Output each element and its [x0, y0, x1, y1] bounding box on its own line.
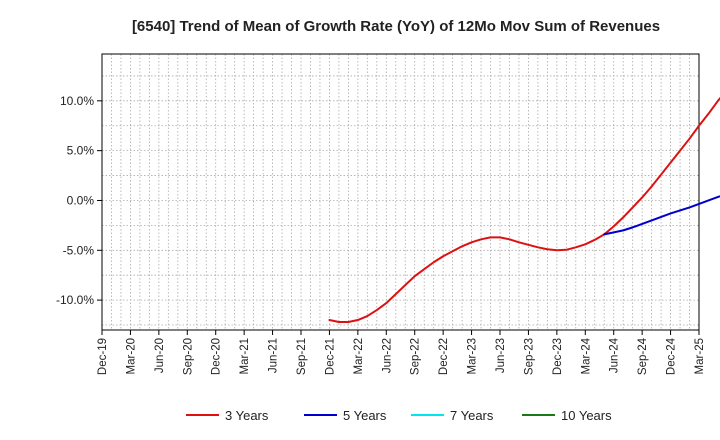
x-tick-label: Jun-24 [609, 337, 621, 373]
x-tick-label: Sep-21 [296, 338, 308, 375]
legend-label: 3 Years [225, 408, 269, 423]
x-tick-label: Dec-21 [324, 338, 336, 375]
x-tick-label: Dec-22 [438, 338, 450, 375]
x-tick-label: Mar-25 [694, 338, 706, 374]
x-tick-label: Dec-24 [666, 337, 678, 375]
x-tick-label: Dec-19 [97, 338, 109, 375]
x-tick-label: Mar-21 [239, 338, 251, 374]
y-tick-label: 10.0% [60, 94, 94, 108]
x-tick-label: Mar-23 [467, 338, 479, 374]
y-tick-label: 0.0% [67, 193, 95, 207]
x-tick-label: Jun-21 [268, 338, 280, 373]
legend: 3 Years 5 Years 7 Years 10 Years [186, 408, 612, 423]
legend-label: 7 Years [450, 408, 494, 423]
x-tick-label: Sep-20 [182, 338, 194, 375]
x-tick-label: Mar-20 [125, 338, 137, 374]
x-tick-label: Mar-22 [353, 338, 365, 374]
x-tick-label: Dec-20 [211, 338, 223, 375]
legend-label: 5 Years [343, 408, 387, 423]
series-lines [328, 96, 720, 324]
grid [102, 54, 699, 330]
x-tick-label: Sep-24 [637, 337, 649, 375]
y-tick-label: -10.0% [56, 293, 94, 307]
legend-label: 10 Years [561, 408, 612, 423]
series-line-5-years [603, 195, 720, 236]
x-tick-label: Jun-22 [381, 338, 393, 373]
x-tick-label: Sep-23 [523, 338, 535, 375]
y-tick-label: 5.0% [67, 144, 95, 158]
series-line-3-years [328, 96, 720, 324]
plot-area [101, 53, 700, 331]
x-axis: Dec-19 Mar-20 Jun-20 Sep-20 Dec-20 Mar-21 Jun-… [97, 330, 706, 375]
x-tick-label: Dec-23 [552, 338, 564, 375]
y-tick-label: -5.0% [63, 243, 95, 257]
y-axis: 10.0% 5.0% 0.0% -5.0% -10.0% [56, 94, 102, 307]
x-tick-label: Jun-20 [154, 338, 166, 373]
x-tick-label: Mar-24 [580, 337, 592, 374]
chart-title: [6540] Trend of Mean of Growth Rate (YoY… [132, 18, 660, 35]
x-tick-label: Jun-23 [495, 338, 507, 373]
x-tick-label: Sep-22 [410, 338, 422, 375]
